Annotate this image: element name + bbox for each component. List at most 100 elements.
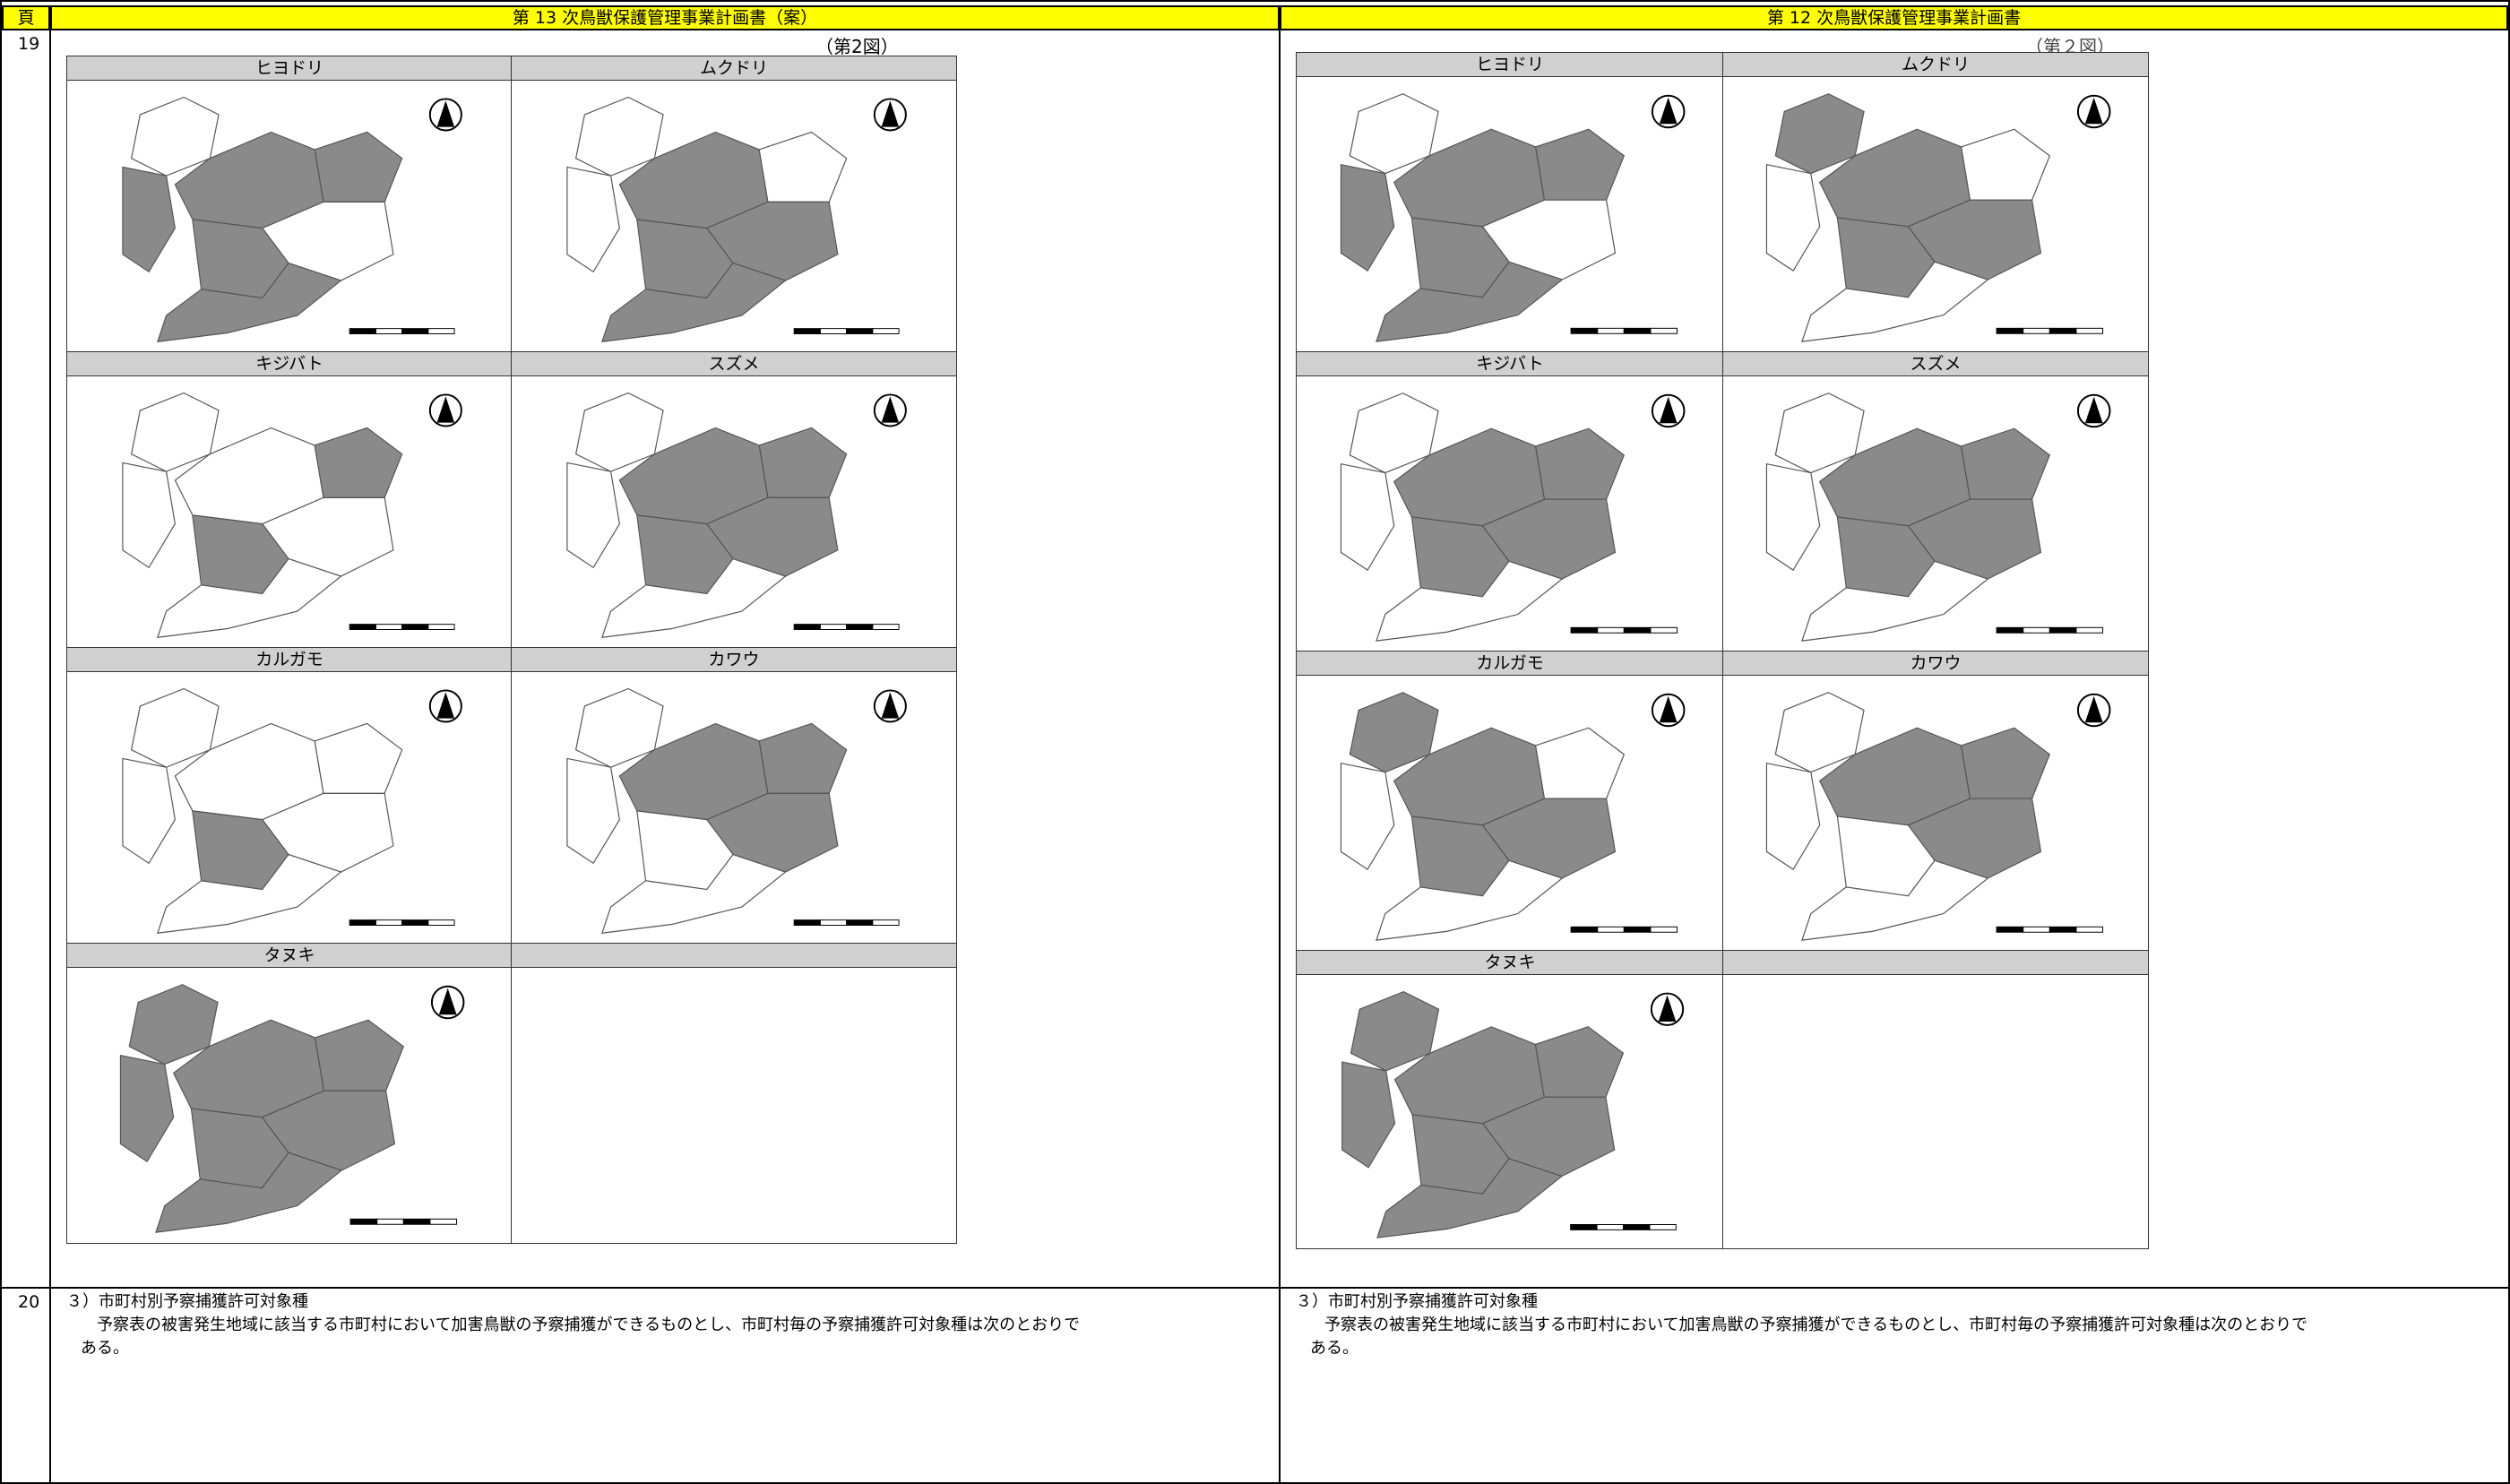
scale-bar: [402, 1218, 431, 1225]
map-region: [758, 722, 848, 794]
scale-bar: [819, 624, 848, 630]
scale-bar: [349, 328, 376, 334]
scale-bar: [846, 328, 874, 334]
scale-bar: [349, 1218, 378, 1225]
north-arrow-icon: [436, 100, 455, 127]
scale-bar: [1623, 327, 1652, 334]
scale-bar: [1570, 327, 1599, 334]
prefecture-map: [1340, 93, 1686, 342]
map-region: [122, 462, 176, 569]
map-region: [122, 166, 176, 273]
right-section-heading: ３）市町村別予察捕獲許可対象種: [1296, 1292, 1538, 1311]
row-divider: [0, 1287, 2510, 1289]
scale-bar: [401, 624, 429, 630]
left-map-empty: [511, 943, 957, 1244]
right-map-4: カルガモ: [1296, 651, 1724, 952]
map-region: [1376, 1158, 1564, 1238]
scale-bar: [2049, 626, 2077, 634]
scale-bar: [2075, 926, 2104, 933]
map-region: [314, 131, 403, 203]
north-arrow-icon: [1658, 995, 1677, 1022]
map-label: [512, 944, 956, 968]
map-region: [157, 557, 342, 638]
scale-bar: [427, 624, 455, 630]
scale-bar: [793, 919, 821, 926]
scale-bar: [1622, 1223, 1651, 1230]
prefecture-map: [122, 392, 462, 638]
map-region: [758, 131, 848, 203]
right-map-1: ムクドリ: [1722, 52, 2149, 353]
map-region: [1765, 762, 1821, 870]
north-arrow-icon: [2084, 695, 2103, 723]
scale-bar: [1650, 926, 1678, 933]
left-figure-caption: （第2図）: [815, 36, 899, 57]
map-region: [1801, 261, 1989, 342]
left-map-5: カワウ: [511, 647, 957, 945]
scale-bar: [872, 919, 900, 926]
map-label: カルガモ: [1297, 651, 1723, 676]
scale-bar: [375, 919, 403, 926]
map-region: [1765, 163, 1821, 272]
prefecture-map: [566, 96, 907, 342]
north-arrow-icon: [1659, 396, 1678, 424]
map-region: [314, 427, 403, 498]
map-region: [314, 722, 403, 794]
right-col-header: 第 12 次鳥獣保護管理事業計画書: [1280, 5, 2508, 30]
map-region: [1801, 560, 1989, 642]
right-map-0: ヒヨドリ: [1296, 52, 1724, 353]
map-region: [157, 262, 342, 342]
prefecture-map: [122, 687, 462, 934]
map-label: ムクドリ: [512, 56, 956, 81]
map-region: [157, 853, 342, 934]
north-arrow-icon: [436, 692, 455, 719]
north-arrow-icon: [881, 100, 900, 127]
left-section-heading: ３）市町村別予察捕獲許可対象種: [66, 1292, 308, 1311]
scale-bar: [819, 328, 848, 334]
right-map-2: キジバト: [1296, 351, 1724, 652]
map-region: [1960, 128, 2051, 201]
right-section-body-1: 予察表の被害発生地域に該当する市町村において加害鳥獣の予察捕獲ができるものとし、…: [1324, 1316, 2308, 1334]
left-map-3: スズメ: [511, 351, 957, 649]
scale-bar: [375, 328, 403, 334]
map-label: ヒヨドリ: [1297, 53, 1723, 77]
scale-bar: [2023, 926, 2050, 933]
left-section-body-2: ある。: [81, 1339, 129, 1358]
map-region: [155, 1152, 343, 1233]
scale-bar: [819, 919, 848, 926]
prefecture-map: [566, 687, 907, 934]
scale-bar: [427, 328, 455, 334]
right-section-body-2: ある。: [1310, 1339, 1359, 1358]
scale-bar: [1650, 626, 1678, 634]
scale-bar: [2075, 626, 2104, 634]
map-region: [1765, 462, 1821, 571]
prefecture-map: [1340, 692, 1686, 941]
scale-bar: [349, 624, 376, 630]
scale-bar: [1596, 1223, 1624, 1230]
scale-bar: [401, 328, 429, 334]
map-region: [1534, 1026, 1625, 1098]
prefecture-map: [1765, 393, 2111, 642]
scale-bar: [1623, 626, 1652, 634]
north-arrow-icon: [438, 988, 457, 1015]
map-region: [1340, 462, 1395, 571]
map-label: タヌキ: [1297, 951, 1723, 975]
left-map-1: ムクドリ: [511, 56, 957, 353]
map-region: [122, 757, 176, 865]
map-region: [1534, 427, 1626, 500]
left-map-0: ヒヨドリ: [66, 56, 513, 353]
scale-bar: [1996, 926, 2024, 933]
scale-bar: [1597, 626, 1625, 634]
scale-bar: [376, 1218, 404, 1225]
map-region: [1960, 727, 2051, 799]
right-map-5: カワウ: [1722, 651, 2149, 952]
map-region: [314, 1019, 405, 1091]
divider-middle: [1279, 30, 1281, 1482]
map-region: [1376, 261, 1564, 342]
scale-bar: [846, 624, 874, 630]
prefecture-map: [1765, 93, 2111, 342]
scale-bar: [793, 624, 821, 630]
map-label: ヒヨドリ: [67, 56, 512, 81]
map-region: [1376, 560, 1564, 642]
scale-bar: [1649, 1223, 1677, 1230]
